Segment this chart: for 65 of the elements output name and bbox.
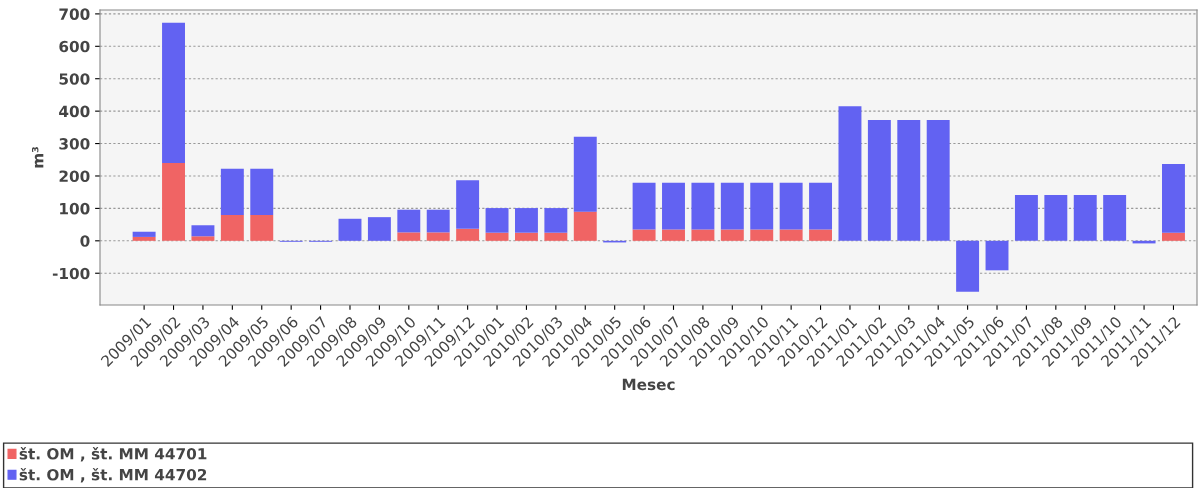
bar	[544, 208, 568, 233]
bar	[485, 208, 509, 233]
bar	[1014, 195, 1038, 241]
y-tick-label: 500	[59, 73, 90, 85]
bar	[456, 180, 480, 229]
bar	[691, 182, 715, 230]
bar	[662, 229, 685, 241]
legend-label: št. OM , št. MM 44701	[19, 447, 207, 462]
bar	[397, 232, 421, 241]
bar	[838, 106, 862, 241]
bar	[514, 208, 538, 233]
bar	[1073, 195, 1097, 241]
bar	[779, 182, 803, 230]
bar	[250, 214, 274, 241]
bar	[338, 218, 362, 241]
bar	[162, 163, 185, 241]
bar	[573, 136, 597, 212]
y-tick-label: 400	[59, 105, 90, 118]
legend-label: št. OM , št. MM 44702	[19, 468, 207, 483]
bar	[1044, 195, 1068, 241]
bar	[720, 182, 744, 230]
bar	[809, 229, 833, 241]
bar	[1103, 195, 1127, 241]
bar	[426, 209, 450, 233]
y-tick-label: 200	[59, 170, 90, 182]
bar	[544, 232, 568, 241]
bar	[662, 182, 685, 230]
bar	[514, 232, 538, 241]
bar	[1162, 232, 1185, 241]
bar	[220, 168, 244, 215]
y-tick-label: 0	[80, 235, 90, 247]
bar	[220, 214, 244, 241]
x-axis-title: Mesec	[622, 378, 675, 391]
bar	[691, 229, 715, 241]
bar	[573, 211, 597, 241]
bar	[632, 229, 656, 241]
bar	[250, 168, 274, 215]
y-tick-label: 700	[59, 8, 90, 20]
bar	[809, 182, 833, 230]
bar	[132, 231, 156, 237]
bar	[367, 217, 391, 241]
y-tick-label: 600	[59, 40, 90, 53]
bar	[985, 240, 1009, 271]
y-tick-label: 300	[59, 138, 90, 150]
bar	[750, 182, 774, 230]
bar	[397, 209, 421, 233]
bar	[750, 229, 774, 241]
bar	[779, 229, 803, 241]
bar	[485, 232, 509, 241]
bar	[1162, 163, 1185, 233]
bar	[926, 119, 950, 241]
bar	[191, 236, 215, 241]
bar	[867, 119, 891, 241]
y-axis-title: m³	[31, 147, 44, 168]
bar	[720, 229, 744, 241]
bar	[132, 236, 156, 241]
bar	[191, 225, 215, 237]
bar	[456, 228, 480, 241]
bar	[956, 240, 980, 292]
bar	[426, 232, 450, 241]
bar	[897, 119, 921, 241]
bar	[162, 22, 185, 164]
y-tick-label: 100	[60, 202, 90, 215]
bar	[632, 182, 656, 230]
y-tick-label: -100	[52, 267, 90, 280]
